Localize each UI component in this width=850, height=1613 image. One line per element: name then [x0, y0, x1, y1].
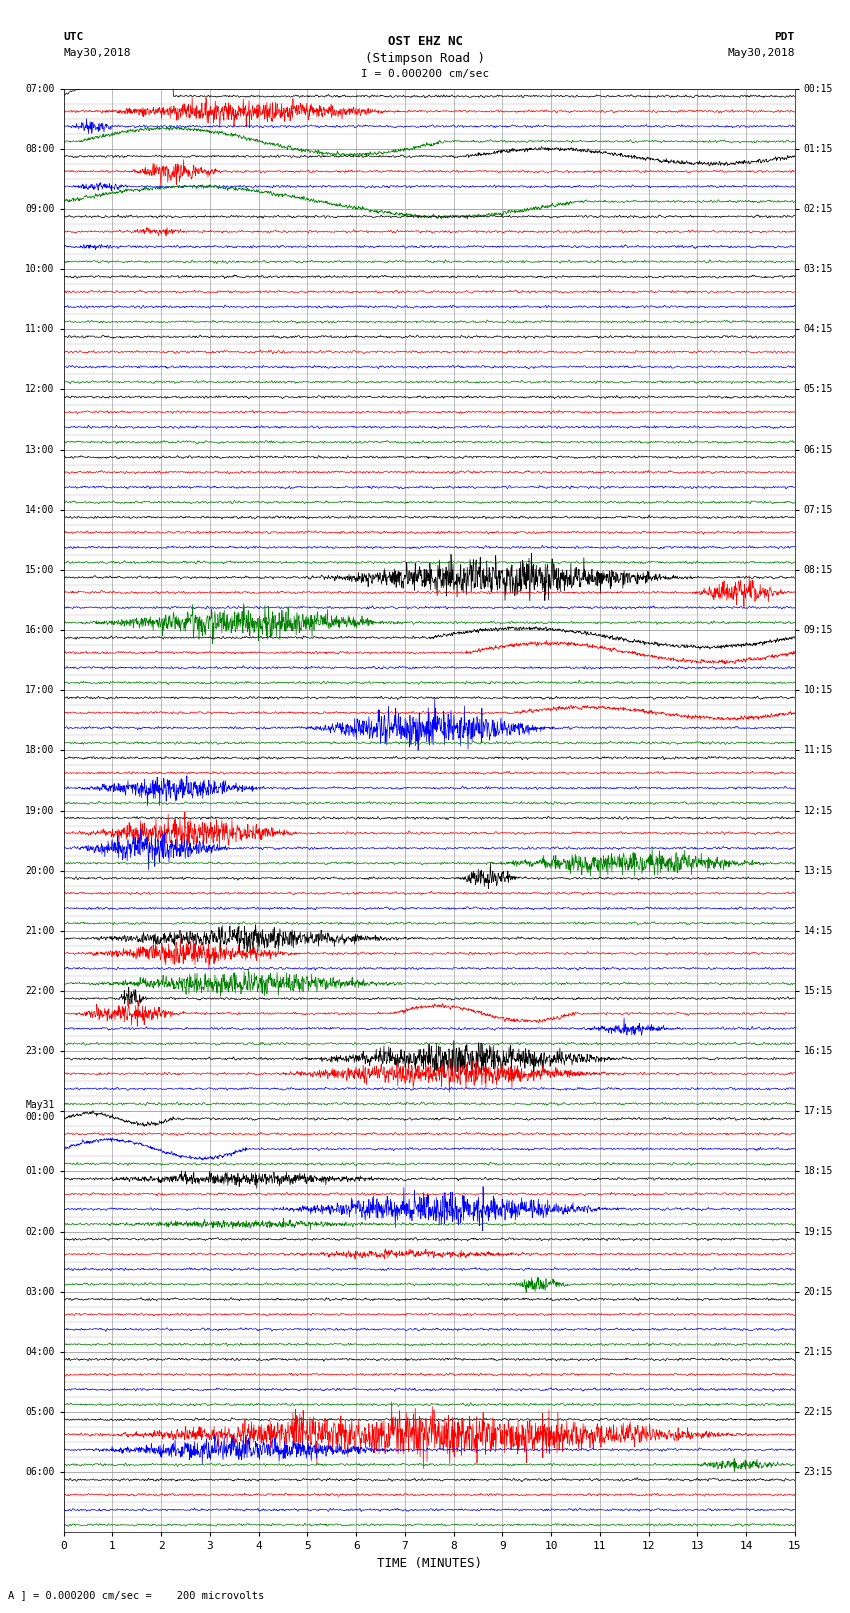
Text: May30,2018: May30,2018 — [64, 48, 131, 58]
Text: A ] = 0.000200 cm/sec =    200 microvolts: A ] = 0.000200 cm/sec = 200 microvolts — [8, 1590, 264, 1600]
Text: UTC: UTC — [64, 32, 84, 42]
Text: (Stimpson Road ): (Stimpson Road ) — [365, 52, 485, 65]
Text: May30,2018: May30,2018 — [728, 48, 795, 58]
Text: I = 0.000200 cm/sec: I = 0.000200 cm/sec — [361, 69, 489, 79]
Text: OST EHZ NC: OST EHZ NC — [388, 35, 462, 48]
Text: PDT: PDT — [774, 32, 795, 42]
X-axis label: TIME (MINUTES): TIME (MINUTES) — [377, 1557, 482, 1569]
